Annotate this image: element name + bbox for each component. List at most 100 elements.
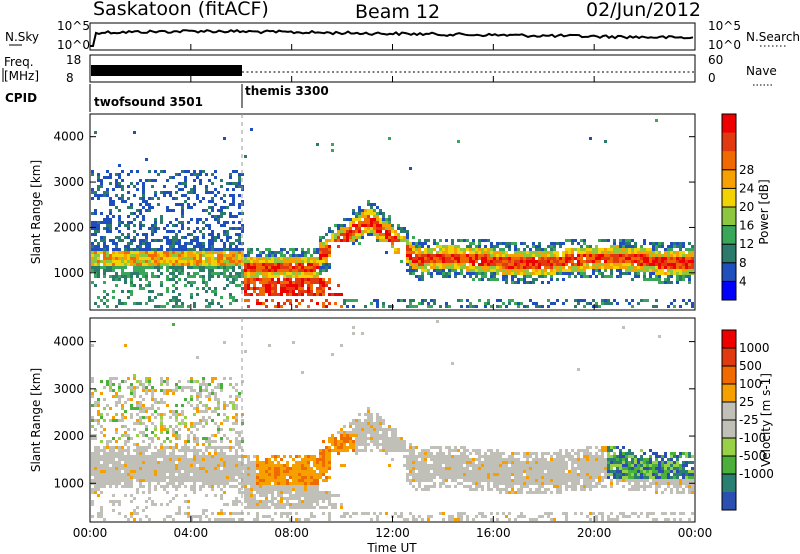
- velocity-cell: [292, 479, 295, 482]
- velocity-cell: [232, 422, 235, 425]
- velocity-cell: [193, 467, 196, 470]
- power-cell: [631, 260, 634, 263]
- velocity-cell: [355, 428, 358, 431]
- power-cell: [424, 260, 427, 263]
- power-cell: [325, 299, 328, 302]
- power-cell: [550, 254, 553, 257]
- power-cell: [169, 176, 172, 179]
- power-cell: [130, 212, 133, 215]
- cpid-label: CPID: [5, 91, 37, 105]
- power-cell: [169, 263, 172, 266]
- velocity-cell: [439, 446, 442, 449]
- power-cell: [661, 269, 664, 272]
- velocity-cell: [277, 479, 280, 482]
- power-cell: [277, 251, 280, 254]
- velocity-cell: [247, 473, 250, 476]
- power-cell: [577, 269, 580, 272]
- power-cell: [154, 266, 157, 269]
- velocity-cell: [355, 440, 358, 443]
- power-cell: [106, 227, 109, 230]
- power-cell: [493, 278, 496, 281]
- power-cell: [661, 266, 664, 269]
- power-cell: [310, 278, 313, 281]
- velocity-cell: [325, 494, 328, 497]
- velocity-cell: [175, 425, 178, 428]
- power-cell: [208, 227, 211, 230]
- velocity-cell: [223, 407, 226, 410]
- power-cell: [574, 299, 577, 302]
- velocity-cell: [151, 458, 154, 461]
- power-cell: [685, 248, 688, 251]
- power-cell: [175, 251, 178, 254]
- power-cell: [136, 215, 139, 218]
- velocity-cell: [208, 473, 211, 476]
- velocity-cell: [130, 461, 133, 464]
- power-cell: [613, 245, 616, 248]
- power-cell: [118, 302, 121, 305]
- power-cell: [232, 257, 235, 260]
- velocity-cell: [136, 479, 139, 482]
- power-cell: [109, 224, 112, 227]
- velocity-cell: [430, 479, 433, 482]
- velocity-cell: [100, 413, 103, 416]
- power-cell: [160, 272, 163, 275]
- velocity-cell: [370, 416, 373, 419]
- power-cell: [259, 269, 262, 272]
- velocity-cell: [295, 512, 298, 515]
- velocity-cell: [349, 422, 352, 425]
- velocity-cell: [190, 404, 193, 407]
- power-cell: [127, 206, 130, 209]
- power-cell: [160, 170, 163, 173]
- power-cell: [280, 305, 283, 308]
- power-cell: [295, 293, 298, 296]
- power-cell: [322, 254, 325, 257]
- velocity-cell: [136, 512, 139, 515]
- power-cell: [595, 269, 598, 272]
- power-cell: [271, 293, 274, 296]
- velocity-cell: [274, 506, 277, 509]
- power-cell: [190, 233, 193, 236]
- velocity-cell: [376, 446, 379, 449]
- power-cell: [145, 179, 148, 182]
- power-cell: [397, 227, 400, 230]
- power-cell: [211, 263, 214, 266]
- power-cell: [298, 269, 301, 272]
- power-cell: [406, 257, 409, 260]
- velocity-cell: [355, 437, 358, 440]
- velocity-cell: [124, 455, 127, 458]
- power-cell: [283, 248, 286, 251]
- power-cell: [121, 185, 124, 188]
- velocity-cell: [235, 512, 238, 515]
- velocity-cell: [160, 464, 163, 467]
- velocity-cell: [103, 464, 106, 467]
- velocity-cell: [262, 485, 265, 488]
- velocity-cell: [175, 512, 178, 515]
- power-cell: [217, 275, 220, 278]
- velocity-cell: [175, 404, 178, 407]
- velocity-cell: [163, 518, 166, 521]
- power-cell: [505, 260, 508, 263]
- power-cell: [511, 272, 514, 275]
- velocity-cell: [388, 464, 391, 467]
- velocity-cell: [424, 461, 427, 464]
- power-cell: [415, 254, 418, 257]
- power-cell: [229, 263, 232, 266]
- velocity-cell: [178, 473, 181, 476]
- velocity-cell: [250, 488, 253, 491]
- velocity-cell: [367, 428, 370, 431]
- velocity-cell: [256, 515, 259, 518]
- power-cell: [646, 299, 649, 302]
- power-cell: [163, 260, 166, 263]
- power-cell: [322, 266, 325, 269]
- power-cell: [676, 266, 679, 269]
- velocity-cell: [313, 458, 316, 461]
- power-cell: [376, 230, 379, 233]
- power-cell: [280, 269, 283, 272]
- power-cell: [262, 293, 265, 296]
- velocity-cell: [169, 467, 172, 470]
- velocity-cell: [385, 431, 388, 434]
- velocity-cell: [307, 500, 310, 503]
- velocity-cell: [133, 461, 136, 464]
- velocity-cell: [250, 491, 253, 494]
- power-cell: [547, 260, 550, 263]
